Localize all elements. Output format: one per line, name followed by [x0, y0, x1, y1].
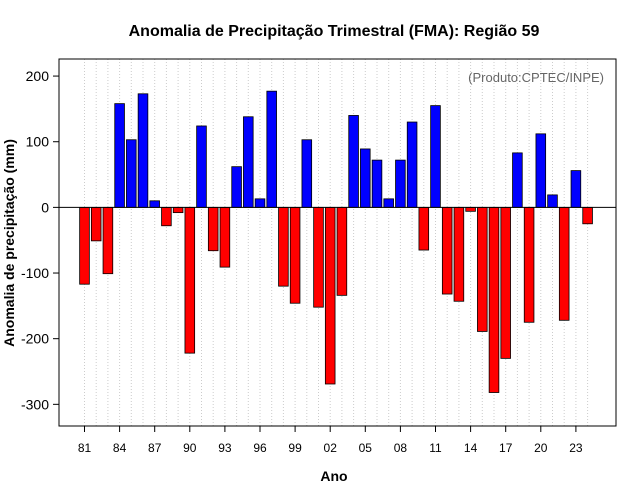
bar-1991 [196, 125, 207, 208]
y-axis: 200 100 0 -100 -200 -300 [21, 68, 59, 412]
bar-2016 [488, 206, 500, 393]
bar-2017 [500, 206, 511, 359]
x-tick-label: 81 [78, 441, 92, 455]
bar-2018 [512, 152, 523, 208]
y-tick-label: -200 [21, 331, 49, 347]
bar-2011 [430, 105, 441, 208]
x-tick-label: 93 [218, 441, 232, 455]
bar-1987 [149, 200, 160, 208]
bar-2010 [418, 206, 430, 251]
x-tick-label: 14 [464, 441, 478, 455]
x-tick-label: 99 [288, 441, 302, 455]
bar-1998 [278, 206, 289, 287]
x-tick-label: 05 [359, 441, 373, 455]
x-tick-label: 96 [253, 441, 267, 455]
bar-1981 [79, 206, 90, 285]
x-tick-label: 17 [499, 441, 513, 455]
y-tick-label: 200 [26, 68, 50, 84]
bar-2020 [535, 133, 547, 208]
x-tick-label: 84 [113, 441, 127, 455]
bar-2024 [582, 206, 593, 225]
bar-1986 [137, 93, 149, 208]
bar-1984 [114, 103, 125, 208]
y-tick-label: 0 [41, 199, 49, 215]
bar-1985 [126, 139, 137, 208]
bar-1982 [90, 206, 102, 242]
bar-1988 [161, 206, 172, 227]
bar-2004 [348, 115, 359, 208]
plot-frame [58, 58, 617, 427]
bar-2007 [383, 198, 394, 208]
bar-1983 [102, 206, 114, 275]
bar-2008 [395, 159, 406, 208]
bars [79, 90, 593, 393]
bar-1997 [266, 90, 277, 208]
bar-1993 [219, 206, 231, 268]
bar-1994 [231, 166, 242, 208]
bar-1995 [243, 116, 254, 208]
bar-2021 [547, 194, 558, 208]
credit-label: (Produto:CPTEC/INPE) [468, 70, 604, 85]
bar-1989 [172, 206, 184, 214]
bar-1990 [184, 206, 196, 354]
bar-1992 [207, 206, 219, 252]
x-tick-label: 20 [534, 441, 548, 455]
x-axis: 81 84 87 90 93 96 99 02 05 08 11 14 17 20 23 [78, 426, 583, 455]
y-tick-label: -100 [21, 265, 49, 281]
bar-2013 [453, 206, 465, 302]
bar-2000 [301, 139, 313, 208]
bar-2022 [558, 206, 570, 321]
bar-2002 [324, 206, 336, 385]
y-tick-label: -300 [21, 396, 49, 412]
bar-2006 [371, 159, 383, 208]
bar-2023 [570, 170, 582, 208]
bar-1996 [254, 198, 266, 208]
x-tick-label: 23 [569, 441, 583, 455]
chart-title: Anomalia de Precipitação Trimestral (FMA… [129, 23, 540, 40]
bar-2009 [406, 121, 418, 208]
bar-2003 [336, 206, 348, 296]
bar-2001 [313, 206, 324, 308]
x-tick-label: 08 [394, 441, 408, 455]
x-axis-title: Ano [320, 468, 347, 484]
bar-1999 [289, 206, 301, 304]
y-axis-title: Anomalia de precipitação (mm) [1, 139, 17, 347]
x-tick-label: 11 [429, 441, 442, 455]
y-tick-label: 100 [26, 134, 50, 150]
bar-2019 [523, 206, 535, 323]
x-tick-label: 02 [324, 441, 338, 455]
x-tick-label: 87 [148, 441, 162, 455]
x-tick-label: 90 [183, 441, 197, 455]
bar-2014 [465, 206, 476, 212]
bar-2005 [360, 148, 371, 208]
grid [84, 59, 589, 426]
bar-2015 [477, 206, 488, 332]
bar-2012 [441, 206, 453, 295]
